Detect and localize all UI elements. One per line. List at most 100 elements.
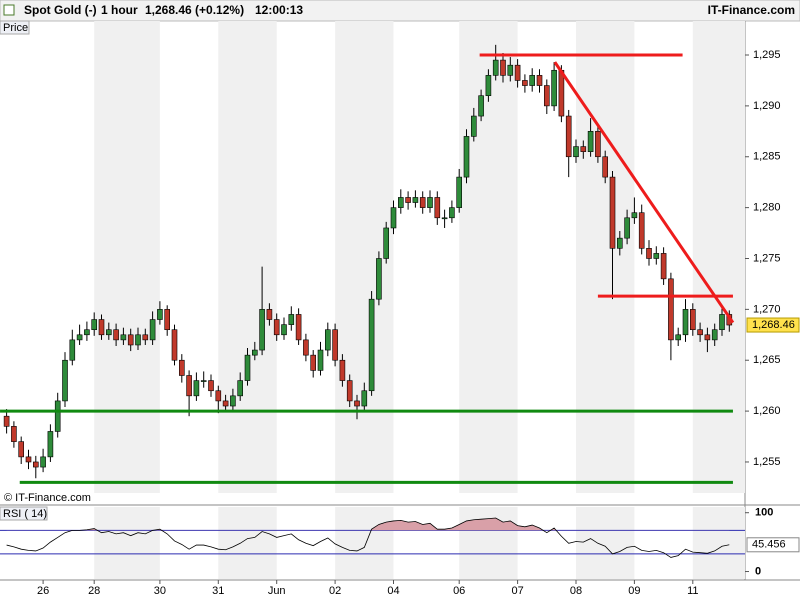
x-tick-label: 08 bbox=[570, 585, 582, 597]
candle-body bbox=[157, 309, 163, 320]
rsi-last-label: 45.456 bbox=[752, 539, 786, 551]
candle-body bbox=[200, 380, 207, 382]
candle-body bbox=[142, 334, 149, 341]
x-tick-label: 04 bbox=[387, 585, 399, 597]
rsi-line bbox=[6, 517, 730, 558]
candle-body bbox=[536, 75, 543, 86]
x-tick-label: Jun bbox=[268, 585, 286, 597]
rsi-tab bbox=[0, 506, 48, 521]
candle-body bbox=[383, 227, 390, 259]
last-price-label: 1,268.46 bbox=[752, 319, 795, 331]
rsi-last-box bbox=[746, 537, 800, 553]
time: 12:00:13 bbox=[255, 3, 303, 17]
x-tick-label: 06 bbox=[453, 585, 465, 597]
candle-body bbox=[222, 400, 229, 407]
candle-body bbox=[427, 197, 433, 208]
candle-body bbox=[500, 59, 506, 76]
x-tick-label: 02 bbox=[329, 585, 341, 597]
candle-body bbox=[11, 426, 17, 442]
candle-body bbox=[186, 375, 192, 397]
candle-body bbox=[368, 298, 375, 392]
candle-body bbox=[565, 115, 572, 158]
candle-body bbox=[281, 324, 287, 336]
day-stripe bbox=[692, 21, 745, 493]
rsi-label: RSI ( 14) bbox=[3, 508, 47, 520]
header: Spot Gold (-) 1 hour 1,268.46 (+0.12%) 1… bbox=[0, 0, 800, 22]
candle-body bbox=[295, 314, 302, 341]
candle-body bbox=[485, 75, 492, 97]
candle-body bbox=[98, 319, 105, 336]
candle-body bbox=[558, 69, 565, 117]
candle-body bbox=[259, 309, 265, 351]
candle-body bbox=[719, 314, 725, 331]
candle-body bbox=[303, 339, 309, 356]
candle-body bbox=[237, 380, 243, 397]
candle-body bbox=[208, 380, 214, 392]
x-tick-label: 11 bbox=[687, 585, 698, 597]
candle-body bbox=[470, 115, 477, 137]
candle-body bbox=[595, 131, 601, 158]
candle-body bbox=[113, 329, 119, 341]
candle-body bbox=[361, 390, 368, 407]
candle-body bbox=[668, 278, 674, 341]
candle-body bbox=[412, 197, 419, 203]
candle-body bbox=[573, 146, 579, 158]
candle-body bbox=[106, 329, 112, 336]
candle-body bbox=[215, 390, 222, 402]
candle-body bbox=[514, 64, 521, 81]
candle-body bbox=[631, 212, 638, 219]
candle-body bbox=[179, 359, 185, 376]
candle-body bbox=[711, 329, 718, 341]
candle-body bbox=[682, 309, 689, 336]
candle-body bbox=[434, 197, 441, 219]
day-stripe bbox=[335, 507, 394, 579]
candle-body bbox=[324, 329, 331, 351]
candle-body bbox=[332, 329, 338, 361]
candle-body bbox=[602, 156, 609, 178]
candle-body bbox=[616, 237, 623, 249]
candle-body bbox=[463, 136, 470, 178]
candle-body bbox=[704, 334, 711, 341]
candle-body bbox=[551, 69, 557, 107]
candle-body bbox=[376, 258, 382, 300]
day-stripe bbox=[576, 507, 635, 579]
last-price-box bbox=[746, 317, 800, 333]
day-stripe bbox=[218, 507, 277, 579]
day-stripe bbox=[94, 21, 160, 493]
candle-body bbox=[84, 329, 90, 336]
x-tick-label: 26 bbox=[37, 585, 49, 597]
candle-body bbox=[529, 75, 536, 86]
candle-body bbox=[354, 400, 360, 407]
day-stripe bbox=[576, 21, 635, 493]
candle-body bbox=[171, 329, 178, 361]
y-tick-label: 1,270 bbox=[753, 303, 781, 315]
x-tick-label: 07 bbox=[511, 585, 523, 597]
candle-body bbox=[522, 80, 528, 86]
candle-body bbox=[135, 334, 141, 346]
y-tick-label: 1,285 bbox=[753, 151, 781, 163]
candle-body bbox=[62, 359, 68, 402]
candle-body bbox=[3, 415, 10, 427]
rsi-tick-label: 100 bbox=[755, 507, 773, 519]
candle-body bbox=[405, 197, 411, 203]
rsi-tick-label: 0 bbox=[755, 565, 761, 577]
candle-body bbox=[609, 176, 616, 249]
candle-body bbox=[441, 217, 448, 220]
candle-body bbox=[252, 349, 258, 356]
candle-body bbox=[478, 95, 484, 117]
trend-line bbox=[553, 61, 735, 324]
candle-body bbox=[54, 400, 61, 432]
brand: IT-Finance.com bbox=[708, 3, 795, 17]
quote: 1,268.46 (+0.12%) bbox=[145, 3, 244, 17]
panel-tab bbox=[0, 20, 30, 35]
candle-body bbox=[339, 359, 346, 381]
candle-body bbox=[266, 309, 273, 320]
panel-label: Price bbox=[3, 22, 28, 34]
candle-body bbox=[25, 456, 32, 463]
candle-body bbox=[689, 309, 696, 331]
candle-body bbox=[120, 334, 127, 341]
candle-body bbox=[317, 349, 324, 371]
candle-body bbox=[288, 314, 295, 325]
